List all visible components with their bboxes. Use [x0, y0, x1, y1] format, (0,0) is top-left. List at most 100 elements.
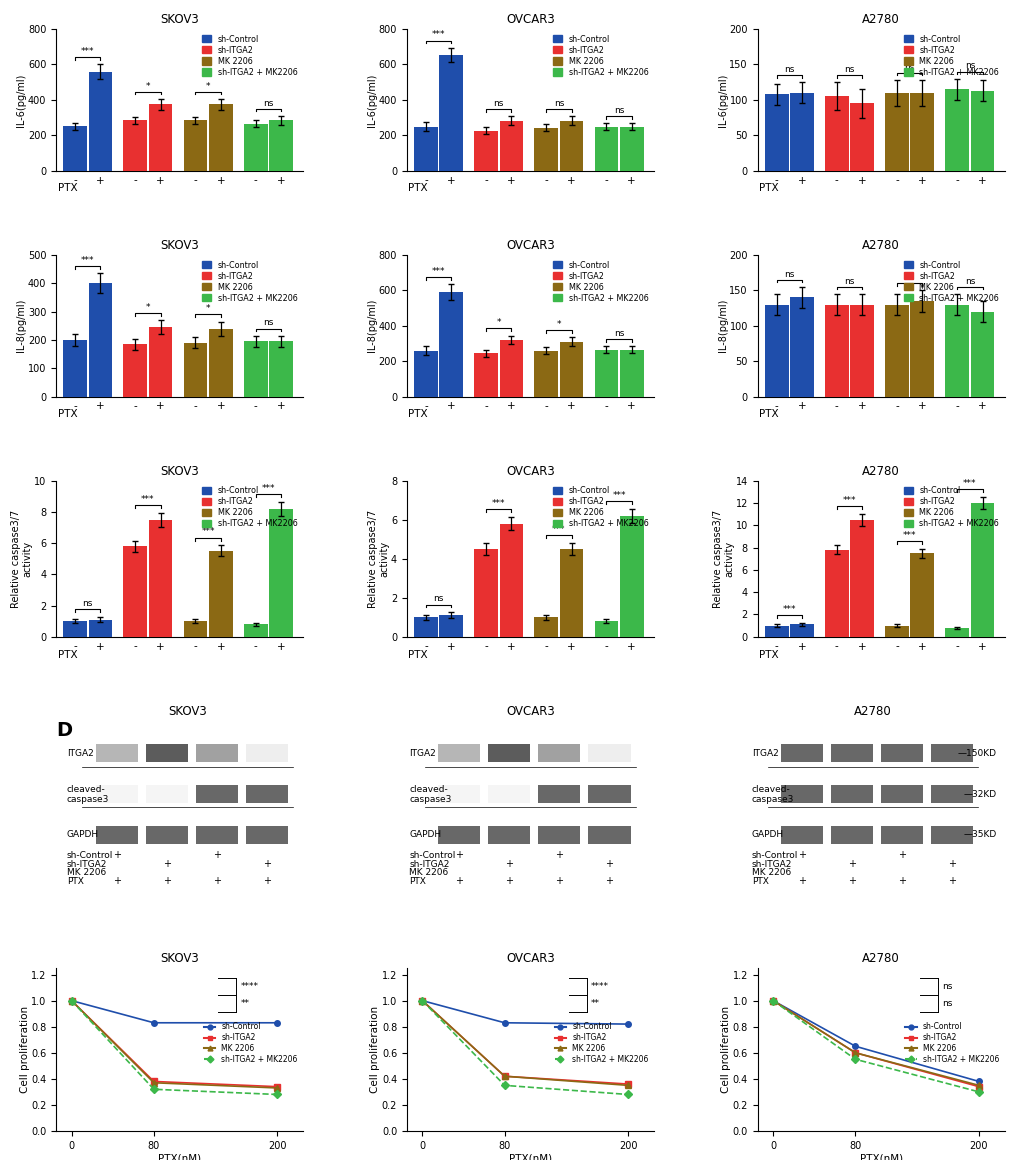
Bar: [620, 349, 643, 397]
sh-ITGA2: [271, 1080, 283, 1094]
Text: GAPDH: GAPDH: [751, 831, 783, 840]
sh-Control: [622, 1017, 634, 1031]
Line: sh-Control: sh-Control: [769, 998, 980, 1085]
Text: +: +: [504, 877, 513, 886]
Bar: [244, 341, 267, 397]
Text: cleaved-
caspase3: cleaved- caspase3: [409, 784, 451, 804]
sh-ITGA2: [498, 1070, 511, 1083]
Bar: [910, 300, 933, 397]
Bar: [930, 826, 972, 844]
Text: C: C: [56, 480, 70, 500]
Text: PTX: PTX: [66, 877, 84, 886]
Text: PTX: PTX: [408, 650, 428, 660]
Bar: [149, 104, 172, 171]
Bar: [594, 621, 618, 637]
Text: ***: ***: [842, 495, 855, 505]
Bar: [764, 94, 788, 171]
Text: ***: ***: [201, 528, 215, 536]
Text: ns: ns: [904, 63, 914, 72]
Bar: [499, 523, 523, 637]
Bar: [588, 785, 630, 803]
Text: ***: ***: [551, 525, 566, 534]
Text: +: +: [112, 850, 120, 861]
Text: ***: ***: [962, 479, 975, 488]
Text: ***: ***: [902, 530, 915, 539]
Text: A: A: [56, 29, 71, 48]
Text: PTX: PTX: [58, 183, 77, 193]
Text: ***: ***: [431, 30, 445, 39]
Text: GAPDH: GAPDH: [66, 831, 99, 840]
Text: ns: ns: [83, 600, 93, 608]
Bar: [884, 625, 908, 637]
Text: ***: ***: [782, 604, 795, 614]
Text: cleaved-
caspase3: cleaved- caspase3: [66, 784, 109, 804]
Bar: [414, 617, 437, 637]
Line: sh-ITGA2 + MK2206: sh-ITGA2 + MK2206: [68, 998, 280, 1097]
Title: SKOV3: SKOV3: [160, 239, 199, 253]
Bar: [824, 304, 848, 397]
sh-Control: [849, 1039, 861, 1053]
Legend: sh-Control, sh-ITGA2, MK 2206, sh-ITGA2 + MK2206: sh-Control, sh-ITGA2, MK 2206, sh-ITGA2 …: [201, 32, 299, 78]
Bar: [880, 826, 922, 844]
Text: PTX: PTX: [58, 408, 77, 419]
Text: *: *: [496, 318, 500, 327]
Text: +: +: [605, 877, 612, 886]
Text: ***: ***: [261, 484, 275, 493]
Text: PTX: PTX: [408, 183, 428, 193]
Text: sh-ITGA2: sh-ITGA2: [66, 860, 107, 869]
Text: sh-Control: sh-Control: [751, 850, 797, 860]
Text: ns: ns: [493, 99, 503, 108]
Text: +: +: [213, 877, 221, 886]
Legend: sh-Control, sh-ITGA2, MK 2206, sh-ITGA2 + MK2206: sh-Control, sh-ITGA2, MK 2206, sh-ITGA2 …: [902, 485, 1000, 530]
Bar: [945, 628, 968, 637]
Text: +: +: [605, 860, 612, 869]
sh-ITGA2 + MK2206: [271, 1088, 283, 1102]
Text: —35KD: —35KD: [963, 831, 996, 840]
Bar: [246, 745, 287, 762]
Title: A2780: A2780: [861, 465, 899, 478]
Text: *: *: [146, 81, 150, 90]
Text: ITGA2: ITGA2: [66, 749, 94, 757]
Text: +: +: [947, 860, 955, 869]
Text: ns: ns: [784, 269, 794, 278]
Text: PTX: PTX: [58, 650, 77, 660]
Bar: [439, 615, 463, 637]
Y-axis label: IL-8(pg/ml): IL-8(pg/ml): [367, 299, 377, 353]
Bar: [884, 304, 908, 397]
Title: SKOV3: SKOV3: [160, 465, 199, 478]
Text: ***: ***: [81, 48, 95, 56]
Text: +: +: [554, 877, 562, 886]
Bar: [438, 826, 480, 844]
Bar: [538, 826, 580, 844]
Bar: [930, 785, 972, 803]
Text: ns: ns: [613, 106, 624, 115]
Text: +: +: [163, 877, 170, 886]
sh-ITGA2 + MK2206: [498, 1079, 511, 1093]
Title: SKOV3: SKOV3: [168, 705, 207, 718]
Text: +: +: [112, 877, 120, 886]
Line: sh-ITGA2: sh-ITGA2: [68, 998, 280, 1089]
Y-axis label: Relative caspase3/7
activity: Relative caspase3/7 activity: [368, 509, 389, 608]
Legend: sh-Control, sh-ITGA2, MK 2206, sh-ITGA2 + MK2206: sh-Control, sh-ITGA2, MK 2206, sh-ITGA2 …: [551, 485, 649, 530]
Title: OVCAR3: OVCAR3: [505, 952, 554, 965]
Bar: [89, 72, 112, 171]
Text: *: *: [206, 304, 210, 313]
Bar: [538, 745, 580, 762]
sh-Control: [416, 994, 428, 1008]
Text: PTX: PTX: [758, 183, 779, 193]
Bar: [764, 625, 788, 637]
Text: —32KD: —32KD: [963, 790, 996, 799]
sh-ITGA2: [65, 994, 77, 1008]
Bar: [620, 126, 643, 171]
sh-ITGA2 + MK2206: [416, 994, 428, 1008]
X-axis label: PTX(nM): PTX(nM): [859, 1153, 902, 1160]
Line: MK 2206: MK 2206: [769, 998, 980, 1088]
Bar: [244, 624, 267, 637]
Text: *: *: [146, 303, 150, 312]
Bar: [824, 96, 848, 171]
Bar: [790, 624, 813, 637]
Bar: [588, 826, 630, 844]
Bar: [780, 745, 822, 762]
sh-Control: [498, 1016, 511, 1030]
Bar: [620, 516, 643, 637]
